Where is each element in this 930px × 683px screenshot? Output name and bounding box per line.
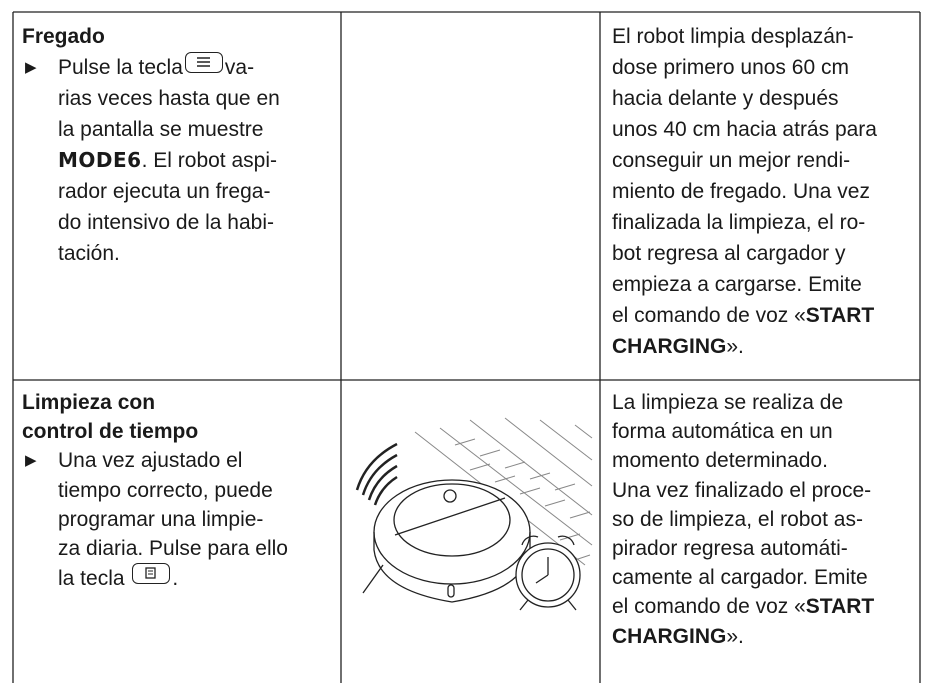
text: . El robot aspi- (141, 149, 277, 172)
text: la pantalla se muestre (58, 118, 264, 141)
voice-command: CHARGING (612, 335, 727, 358)
row-heading: Limpieza con control de tiempo (22, 388, 198, 446)
voice-command: CHARGING (612, 624, 727, 648)
text: so de limpieza, el robot as- (612, 507, 863, 531)
text: el comando de voz « (612, 304, 806, 327)
text: el comando de voz « (612, 595, 806, 619)
heading: Limpieza con (22, 391, 156, 414)
text: tiempo correcto, puede (58, 478, 273, 502)
description: El robot limpia desplazán- dose primero … (612, 21, 877, 362)
text: tación. (58, 242, 120, 265)
text: pirador regresa automáti- (612, 536, 848, 560)
text: finalizada la limpieza, el ro- (612, 211, 866, 234)
text: la tecla (58, 567, 125, 591)
text: programar una limpie- (58, 507, 264, 531)
text: Pulse la tecla (58, 56, 183, 79)
text: rias veces hasta que en (58, 87, 280, 110)
text: bot regresa al cargador y (612, 242, 846, 265)
robot-illustration (355, 417, 593, 611)
bullet: ▶ (25, 59, 37, 76)
text: El robot limpia desplazán- (612, 25, 854, 48)
menu-key-icon (184, 52, 223, 73)
text: camente al cargador. Emite (612, 566, 868, 590)
description: La limpieza se realiza de forma automáti… (612, 388, 874, 651)
heading: Fregado (22, 25, 105, 48)
mode-label: MODE6 (58, 148, 142, 172)
text: ». (726, 624, 744, 648)
text: do intensivo de la habi- (58, 211, 274, 234)
text: rador ejecuta un frega- (58, 180, 271, 203)
steps: ▶ Pulse la tecla va- rias veces hasta que … (25, 52, 280, 269)
text: conseguir un mejor rendi- (612, 149, 851, 172)
voice-command: START (805, 595, 875, 619)
text: Una vez finalizado el proce- (612, 478, 872, 502)
text: hacia delante y después (612, 87, 839, 110)
timer-key-icon (132, 563, 171, 585)
text: forma automática en un (612, 420, 833, 444)
text: momento determinado. (612, 449, 828, 473)
text: . (172, 567, 179, 591)
text: empieza a cargarse. Emite (612, 273, 862, 296)
text: Una vez ajustado el (58, 449, 243, 473)
heading: control de tiempo (22, 420, 199, 444)
text: unos 40 cm hacia atrás para (612, 118, 877, 141)
text: dose primero unos 60 cm (612, 56, 849, 79)
bullet: ▶ (25, 452, 37, 470)
text: La limpieza se realiza de (612, 391, 844, 414)
text: miento de fregado. Una vez (612, 180, 870, 203)
text: va- (224, 56, 255, 79)
row-heading: Fregado (22, 21, 105, 52)
voice-command: START (805, 304, 875, 327)
steps: ▶ Una vez ajustado el tiempo correcto, pu… (25, 446, 288, 592)
text: ». (726, 335, 744, 358)
text: za diaria. Pulse para ello (58, 536, 288, 560)
